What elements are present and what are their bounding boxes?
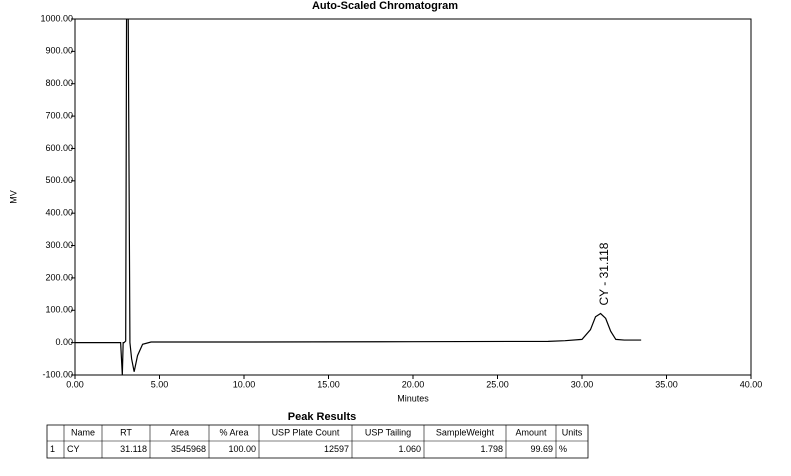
peak-table: Name RT Area % Area USP Plate Count USP Taili… [46,424,589,459]
table-border [46,424,589,459]
y-tick-label: 800.00 [45,78,73,88]
table-cell: 1 [50,444,55,454]
table-cell: % Area [219,427,248,437]
y-tick-label: 200.00 [45,272,73,282]
table-cell: Area [170,427,189,437]
table-cell: RT [120,427,132,437]
y-tick-label: 600.00 [45,143,73,153]
y-tick-label: 0.00 [55,337,73,347]
x-tick-label: 15.00 [317,379,340,389]
plot-frame [74,18,752,376]
x-axis-label: Minutes [397,393,429,403]
table-title: Peak Results [288,411,356,423]
y-tick-label: 500.00 [45,175,73,185]
x-tick-label: 20.00 [402,379,425,389]
x-tick-label: 35.00 [655,379,678,389]
table-cell: Name [71,427,95,437]
chart-title: Auto-Scaled Chromatogram [312,0,458,12]
table-cell: 31.118 [120,444,147,454]
table-cell: SampleWeight [436,427,495,437]
table-cell: USP Tailing [365,427,411,437]
x-tick-label: 10.00 [233,379,256,389]
table-cell: USP Plate Count [272,427,340,437]
y-tick-label: 1000.00 [40,13,73,23]
y-tick-label: -100.00 [42,369,73,379]
x-tick-label: 0.00 [66,379,84,389]
table-cell: 1.798 [480,444,503,454]
x-tick-label: 25.00 [486,379,509,389]
table-cell: % [559,444,567,454]
table-cell: Units [562,427,583,437]
table-cell: 100.00 [228,444,256,454]
y-tick-label: 900.00 [45,46,73,56]
y-tick-label: 100.00 [45,305,73,315]
y-tick-label: 300.00 [45,240,73,250]
y-tick-label: 400.00 [45,208,73,218]
x-tick-label: 40.00 [740,379,763,389]
table-cell: CY [67,444,80,454]
table-cell: Amount [515,427,547,437]
x-tick-label: 30.00 [571,379,594,389]
table-cell: 12597 [324,444,349,454]
x-tick-label: 5.00 [151,379,169,389]
table-cell: 3545968 [171,444,206,454]
trace [75,19,642,375]
table-cell: 1.060 [398,444,421,454]
peak-label: CY - 31.118 [597,242,611,305]
table-cell: 99.69 [530,444,553,454]
y-tick-label: 700.00 [45,110,73,120]
y-axis-label: MV [8,190,18,204]
